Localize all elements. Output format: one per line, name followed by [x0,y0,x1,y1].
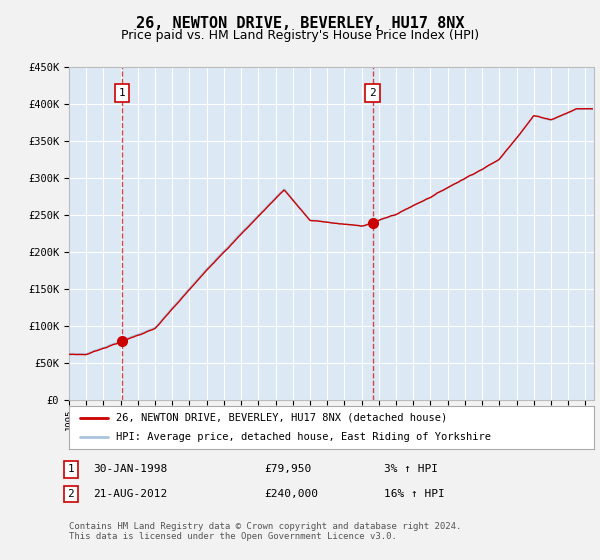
Text: HPI: Average price, detached house, East Riding of Yorkshire: HPI: Average price, detached house, East… [116,432,491,442]
Text: 21-AUG-2012: 21-AUG-2012 [93,489,167,499]
Text: Price paid vs. HM Land Registry's House Price Index (HPI): Price paid vs. HM Land Registry's House … [121,29,479,42]
Text: 1: 1 [119,88,125,98]
Text: 2: 2 [67,489,74,499]
Text: 26, NEWTON DRIVE, BEVERLEY, HU17 8NX: 26, NEWTON DRIVE, BEVERLEY, HU17 8NX [136,16,464,31]
Text: 16% ↑ HPI: 16% ↑ HPI [384,489,445,499]
Text: 1: 1 [67,464,74,474]
Text: 3% ↑ HPI: 3% ↑ HPI [384,464,438,474]
Text: £240,000: £240,000 [264,489,318,499]
Text: 30-JAN-1998: 30-JAN-1998 [93,464,167,474]
Text: 2: 2 [369,88,376,98]
Text: 26, NEWTON DRIVE, BEVERLEY, HU17 8NX (detached house): 26, NEWTON DRIVE, BEVERLEY, HU17 8NX (de… [116,413,448,423]
Text: £79,950: £79,950 [264,464,311,474]
Text: Contains HM Land Registry data © Crown copyright and database right 2024.
This d: Contains HM Land Registry data © Crown c… [69,522,461,542]
